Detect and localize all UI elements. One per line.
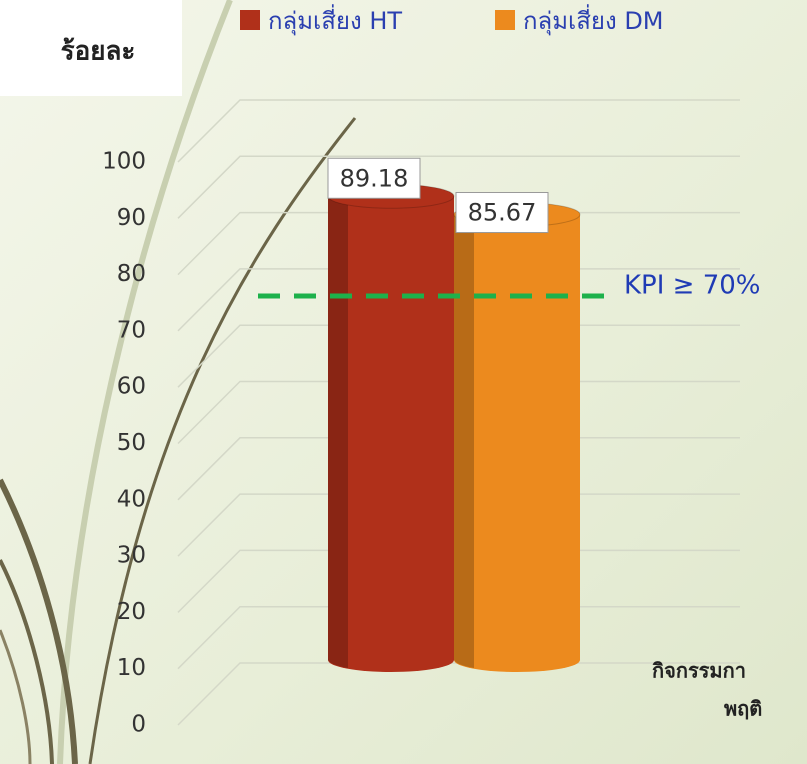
y-tick-label: 20 bbox=[117, 599, 146, 625]
bar bbox=[454, 214, 580, 672]
y-tick-label: 0 bbox=[131, 712, 146, 738]
value-label: 85.67 bbox=[468, 199, 537, 227]
y-tick-label: 100 bbox=[102, 149, 146, 175]
y-tick-label: 40 bbox=[117, 486, 146, 512]
legend-swatch bbox=[240, 10, 260, 30]
x-axis-label: กิจกรรมกา bbox=[652, 659, 746, 683]
y-axis-label: ร้อยละ bbox=[61, 37, 136, 67]
bar bbox=[328, 196, 454, 672]
y-tick-label: 80 bbox=[117, 261, 146, 287]
bar-shade bbox=[454, 214, 474, 669]
grid-line bbox=[177, 99, 740, 163]
y-tick-label: 30 bbox=[117, 543, 146, 569]
y-tick-label: 50 bbox=[117, 430, 146, 456]
y-label-box bbox=[0, 0, 182, 96]
y-tick-label: 70 bbox=[117, 317, 146, 343]
legend-label: กลุ่มเสี่ยง DM bbox=[523, 4, 664, 36]
y-tick-label: 60 bbox=[117, 374, 146, 400]
value-label-box bbox=[455, 192, 549, 234]
value-label-box bbox=[327, 157, 421, 199]
y-tick-label: 90 bbox=[117, 205, 146, 231]
legend-label: กลุ่มเสี่ยง HT bbox=[268, 4, 402, 36]
legend-swatch bbox=[495, 10, 515, 30]
grid-line bbox=[177, 155, 740, 219]
kpi-label: KPI ≥ 70% bbox=[624, 271, 761, 301]
decoration bbox=[0, 0, 357, 764]
value-label: 89.18 bbox=[340, 164, 409, 192]
bar-shade bbox=[328, 196, 348, 668]
x-axis-label: พฤติ bbox=[724, 697, 762, 721]
y-tick-label: 10 bbox=[117, 655, 146, 681]
